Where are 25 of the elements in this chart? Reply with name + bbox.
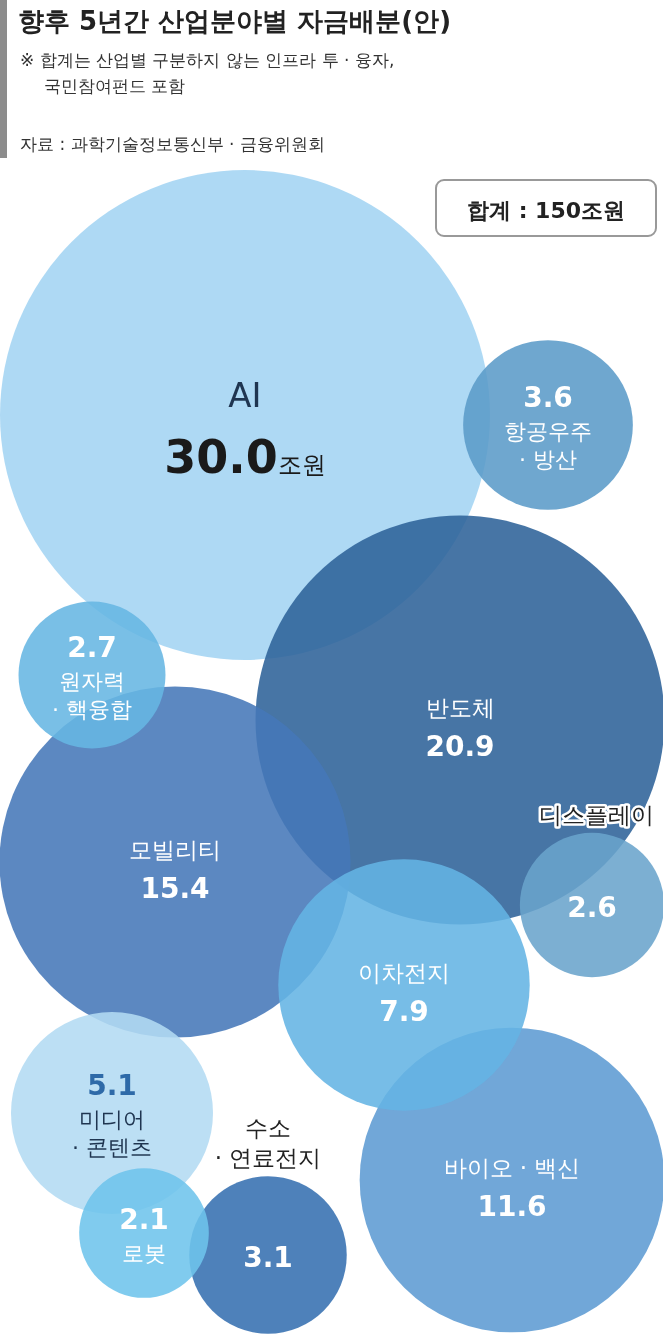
data-label: 3.6: [523, 381, 573, 414]
data-label: 15.4: [140, 872, 210, 905]
category-label: 로봇: [122, 1241, 166, 1266]
data-label: 3.1: [243, 1241, 293, 1274]
text: 향후 5년간 산업분야별 자금배분(안): [18, 6, 452, 36]
data-label: 2.7: [67, 631, 117, 664]
text: ※ 합계는 산업별 구분하지 않는 인프라 투 · 융자, 국민참여펀드 포함: [20, 50, 395, 96]
data-label: 11.6: [477, 1190, 547, 1223]
data-label: 2.1: [119, 1203, 169, 1236]
text: 합계 : 150조원: [466, 198, 626, 223]
data-label: 5.1: [87, 1069, 137, 1102]
data-label: 30.0조원: [164, 430, 326, 484]
category-label: 항공우주 · 방산: [504, 419, 592, 472]
data-label: 2.6: [567, 891, 617, 924]
data-label: 20.9: [425, 730, 495, 763]
category-label: 반도체: [425, 695, 495, 721]
category-label: 바이오 · 백신: [443, 1155, 581, 1181]
text: 자료 : 과학기술정보통신부 · 금융위원회: [20, 134, 325, 154]
category-label: AI: [228, 375, 262, 415]
data-label: 7.9: [379, 995, 429, 1028]
category-label: 이차전지: [358, 960, 450, 986]
category-label: 수소 · 연료전지: [214, 1115, 322, 1172]
category-label: 미디어 · 콘텐츠: [72, 1107, 152, 1160]
category-label: 모빌리티: [129, 837, 221, 863]
category-label: 원자력 · 핵융합: [52, 669, 132, 722]
